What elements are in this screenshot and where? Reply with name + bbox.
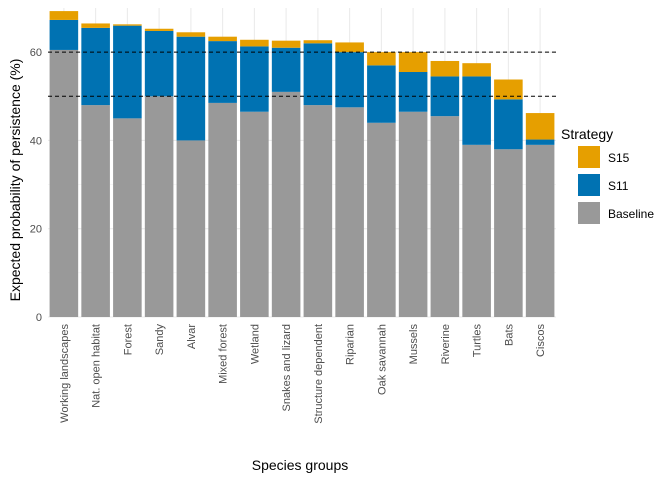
legend-swatch-s15 (578, 146, 600, 168)
bar-s11-oak-savannah (367, 65, 396, 123)
x-tick-label: Snakes and lizard (281, 324, 293, 411)
y-axis: 0 20 40 60 (30, 47, 42, 324)
x-tick-label: Riparian (345, 324, 357, 365)
x-tick-label: Nat. open habitat (91, 324, 103, 408)
bar-baseline-alvar (176, 140, 206, 317)
bar-s15-snakes-and-lizard (271, 40, 301, 48)
bar-s11-alvar (176, 36, 206, 141)
bar-baseline-structure-dependent (303, 105, 333, 317)
x-tick-label: Oak savannah (376, 324, 388, 395)
bar-s15-mixed-forest (208, 36, 237, 42)
x-tick-label: Mussels (408, 324, 420, 365)
x-tick-label: Alvar (186, 324, 198, 349)
legend: Strategy S15 S11 Baseline (561, 126, 654, 224)
x-tick-label: Bats (503, 324, 515, 347)
legend-label-s15: S15 (608, 151, 630, 165)
bar-baseline-ciscos (525, 144, 555, 317)
bar-baseline-oak-savannah (367, 122, 396, 318)
bar-baseline-snakes-and-lizard (271, 91, 301, 318)
legend-title: Strategy (561, 126, 613, 142)
bar-s11-forest (113, 25, 142, 119)
x-tick-label: Mixed forest (218, 324, 230, 384)
bar-s15-forest (113, 24, 142, 26)
bar-s15-riverine (430, 60, 460, 77)
bar-s11-turtles (462, 76, 491, 145)
x-tick-label: Sandy (154, 324, 166, 356)
bar-baseline-nat-open-habitat (81, 105, 110, 317)
x-tick-label: Ciscos (535, 324, 547, 358)
bar-s15-mussels (398, 52, 428, 72)
bar-baseline-working-landscapes (49, 49, 79, 317)
y-tick-label: 0 (36, 312, 42, 324)
bar-s11-structure-dependent (303, 43, 333, 106)
bar-s15-oak-savannah (367, 52, 396, 66)
bar-s11-snakes-and-lizard (271, 47, 301, 92)
bar-s11-working-landscapes (49, 19, 79, 50)
bar-s11-mixed-forest (208, 41, 237, 103)
bar-s11-sandy (144, 30, 174, 97)
y-tick-label: 20 (30, 224, 42, 236)
bar-s15-working-landscapes (49, 11, 79, 20)
legend-swatch-baseline (578, 202, 600, 224)
x-tick-label: Working landscapes (59, 324, 71, 423)
bar-s15-alvar (176, 32, 206, 37)
bar-s11-mussels (398, 72, 428, 112)
bar-s15-sandy (144, 28, 174, 31)
x-tick-label: Structure dependent (313, 324, 325, 424)
bar-s15-wetland (240, 39, 269, 47)
reference-lines (48, 51, 556, 97)
y-axis-label: Expected probability of persistence (%) (7, 59, 23, 302)
x-tick-label: Turtles (472, 324, 484, 358)
bar-s15-nat-open-habitat (81, 23, 110, 28)
bar-s11-wetland (240, 46, 269, 112)
bar-baseline-turtles (462, 144, 491, 317)
bar-s11-nat-open-habitat (81, 27, 110, 106)
bar-s11-ciscos (525, 139, 555, 145)
bar-s15-bats (494, 79, 523, 100)
y-tick-label: 60 (30, 47, 42, 59)
bar-s15-structure-dependent (303, 40, 333, 44)
x-axis-label: Species groups (252, 457, 349, 473)
bar-s11-riparian (335, 52, 364, 108)
bar-baseline-mussels (398, 111, 428, 318)
bars (49, 11, 555, 318)
legend-swatch-s11 (578, 174, 600, 196)
bar-s11-bats (494, 99, 523, 150)
bar-s15-turtles (462, 63, 491, 77)
bar-baseline-mixed-forest (208, 102, 237, 317)
bar-baseline-wetland (240, 111, 269, 318)
bar-baseline-forest (113, 118, 142, 317)
x-axis: Working landscapes Nat. open habitat Fores… (59, 324, 547, 424)
legend-label-s11: S11 (608, 179, 629, 193)
bar-baseline-bats (494, 149, 523, 317)
legend-label-baseline: Baseline (608, 207, 654, 221)
y-tick-label: 40 (30, 135, 42, 147)
bar-baseline-sandy (144, 96, 174, 317)
x-tick-label: Riverine (440, 324, 452, 364)
bar-s15-ciscos (525, 113, 555, 140)
x-tick-label: Forest (122, 324, 134, 355)
bar-baseline-riparian (335, 107, 364, 317)
bar-s15-riparian (335, 42, 364, 53)
bar-baseline-riverine (430, 116, 460, 318)
x-tick-label: Wetland (249, 324, 261, 364)
